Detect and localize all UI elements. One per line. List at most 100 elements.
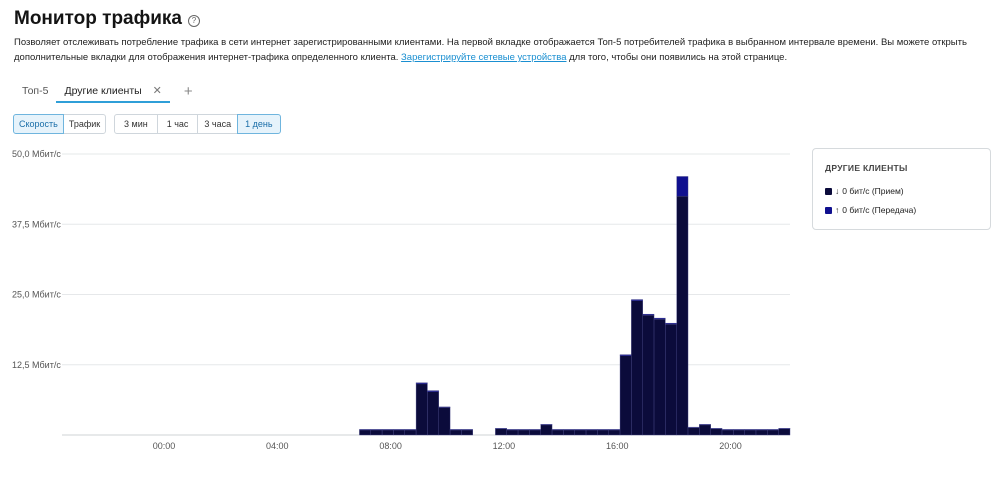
- interval-1day-button[interactable]: 1 день: [237, 114, 281, 134]
- interval-1hour-button[interactable]: 1 час: [156, 114, 199, 134]
- bar-rx: [359, 429, 371, 436]
- legend-label-rx: 0 бит/с (Прием): [842, 186, 904, 196]
- description-text: Позволяет отслеживать потребление трафик…: [14, 37, 967, 63]
- bar-tx: [676, 176, 689, 197]
- bar-tx: [619, 354, 632, 356]
- bar-rx: [393, 429, 405, 436]
- bar-rx: [710, 428, 723, 436]
- arrow-down-icon: ↓: [835, 186, 840, 196]
- bar-rx: [551, 429, 564, 436]
- bar-rx: [461, 429, 473, 436]
- bar-tx: [359, 429, 371, 431]
- chart-legend: ДРУГИЕ КЛИЕНТЫ ↓ 0 бит/с (Прием) ↑ 0 бит…: [812, 148, 991, 230]
- bar-tx: [699, 424, 711, 426]
- bar-rx: [642, 315, 655, 436]
- bar-rx: [563, 429, 575, 436]
- description-text-end: для того, чтобы они появились на этой ст…: [569, 52, 788, 63]
- bar-rx: [733, 429, 745, 436]
- legend-item-rx: ↓ 0 бит/с (Прием): [825, 186, 904, 196]
- bar-rx: [631, 300, 643, 436]
- bar-rx: [404, 429, 417, 436]
- bar-rx: [517, 429, 530, 436]
- bar-tx: [755, 429, 768, 431]
- interval-toggle: 3 мин 1 час 3 часа 1 день: [114, 114, 281, 134]
- bar-rx: [438, 407, 451, 436]
- interval-3min-button[interactable]: 3 мин: [114, 114, 158, 134]
- bar-rx: [699, 424, 711, 436]
- bar-tx: [517, 429, 530, 431]
- bar-rx: [529, 429, 541, 436]
- bar-tx: [767, 429, 779, 431]
- legend-swatch-rx: [825, 187, 832, 195]
- bar-rx: [597, 429, 609, 436]
- bar-tx: [438, 406, 451, 408]
- page-title: Монитор трафика: [14, 8, 182, 29]
- x-tick-label: 00:00: [153, 441, 176, 451]
- x-tick-label: 04:00: [266, 441, 289, 451]
- bar-rx: [574, 429, 587, 436]
- bar-tx: [665, 322, 677, 325]
- bar-rx: [415, 383, 428, 436]
- legend-item-tx: ↑ 0 бит/с (Передача): [825, 205, 916, 215]
- bar-rx: [540, 424, 553, 436]
- plus-icon[interactable]: +: [183, 83, 193, 100]
- bar-rx: [676, 195, 689, 436]
- bar-tx: [744, 429, 757, 431]
- bar-tx: [495, 428, 507, 430]
- legend-title: ДРУГИЕ КЛИЕНТЫ: [825, 163, 908, 173]
- legend-swatch-tx: [825, 206, 832, 214]
- bar-tx: [415, 382, 428, 385]
- bar-tx: [461, 429, 473, 431]
- bar-tx: [506, 429, 519, 431]
- traffic-chart: 50,0 Мбит/с 37,5 Мбит/с 25,0 Мбит/с 12,5 Мб…: [12, 149, 791, 451]
- bar-tx: [778, 428, 791, 430]
- metric-toggle: Скорость Трафик: [13, 114, 107, 134]
- bar-tx: [540, 424, 553, 426]
- bar-tx: [427, 390, 439, 392]
- bar-rx: [755, 429, 768, 436]
- page-header: Монитор трафика ?: [14, 8, 200, 30]
- tab-top5[interactable]: Топ-5: [14, 81, 56, 103]
- question-circle-icon[interactable]: ?: [188, 14, 200, 27]
- register-devices-link[interactable]: Зарегистрируйте сетевые устройства: [401, 52, 567, 63]
- bar-tx: [597, 429, 609, 431]
- bar-tx: [631, 299, 643, 301]
- bar-tx: [585, 429, 598, 431]
- bar-tx: [393, 429, 405, 431]
- traffic-button[interactable]: Трафик: [62, 114, 107, 134]
- arrow-up-icon: ↑: [835, 205, 840, 215]
- bar-tx: [404, 429, 417, 431]
- x-tick-label: 20:00: [719, 441, 742, 451]
- tab-other-clients[interactable]: Другие клиенты ✕: [56, 80, 170, 103]
- y-tick-label: 37,5 Мбит/с: [12, 219, 61, 229]
- bar-tx: [381, 429, 394, 431]
- bar-rx: [506, 429, 519, 436]
- close-icon[interactable]: ✕: [152, 85, 162, 97]
- bar-rx: [767, 429, 779, 436]
- interval-3hours-button[interactable]: 3 часа: [197, 114, 239, 134]
- bar-rx: [665, 324, 677, 436]
- bar-rx: [449, 429, 462, 436]
- bar-tx: [653, 317, 666, 320]
- bar-rx: [687, 427, 700, 436]
- speed-button[interactable]: Скорость: [13, 114, 64, 134]
- bar-tx: [608, 429, 621, 431]
- bar-rx: [381, 429, 394, 436]
- y-tick-label: 50,0 Мбит/с: [12, 149, 61, 159]
- x-tick-label: 12:00: [493, 441, 516, 451]
- bar-tx: [574, 429, 587, 431]
- bar-tx: [687, 426, 700, 428]
- tab-label: Топ-5: [22, 84, 49, 97]
- tab-bar: Топ-5 Другие клиенты ✕ +: [14, 80, 199, 103]
- legend-label-tx: 0 бит/с (Передача): [842, 205, 917, 215]
- bar-rx: [370, 429, 383, 436]
- x-tick-label: 08:00: [379, 441, 402, 451]
- bar-tx: [551, 429, 564, 431]
- bar-rx: [427, 391, 439, 436]
- bar-tx: [710, 428, 723, 430]
- bar-rx: [585, 429, 598, 436]
- bar-rx: [778, 428, 791, 436]
- bar-rx: [653, 319, 666, 436]
- bar-tx: [370, 429, 383, 431]
- bar-tx: [449, 429, 462, 431]
